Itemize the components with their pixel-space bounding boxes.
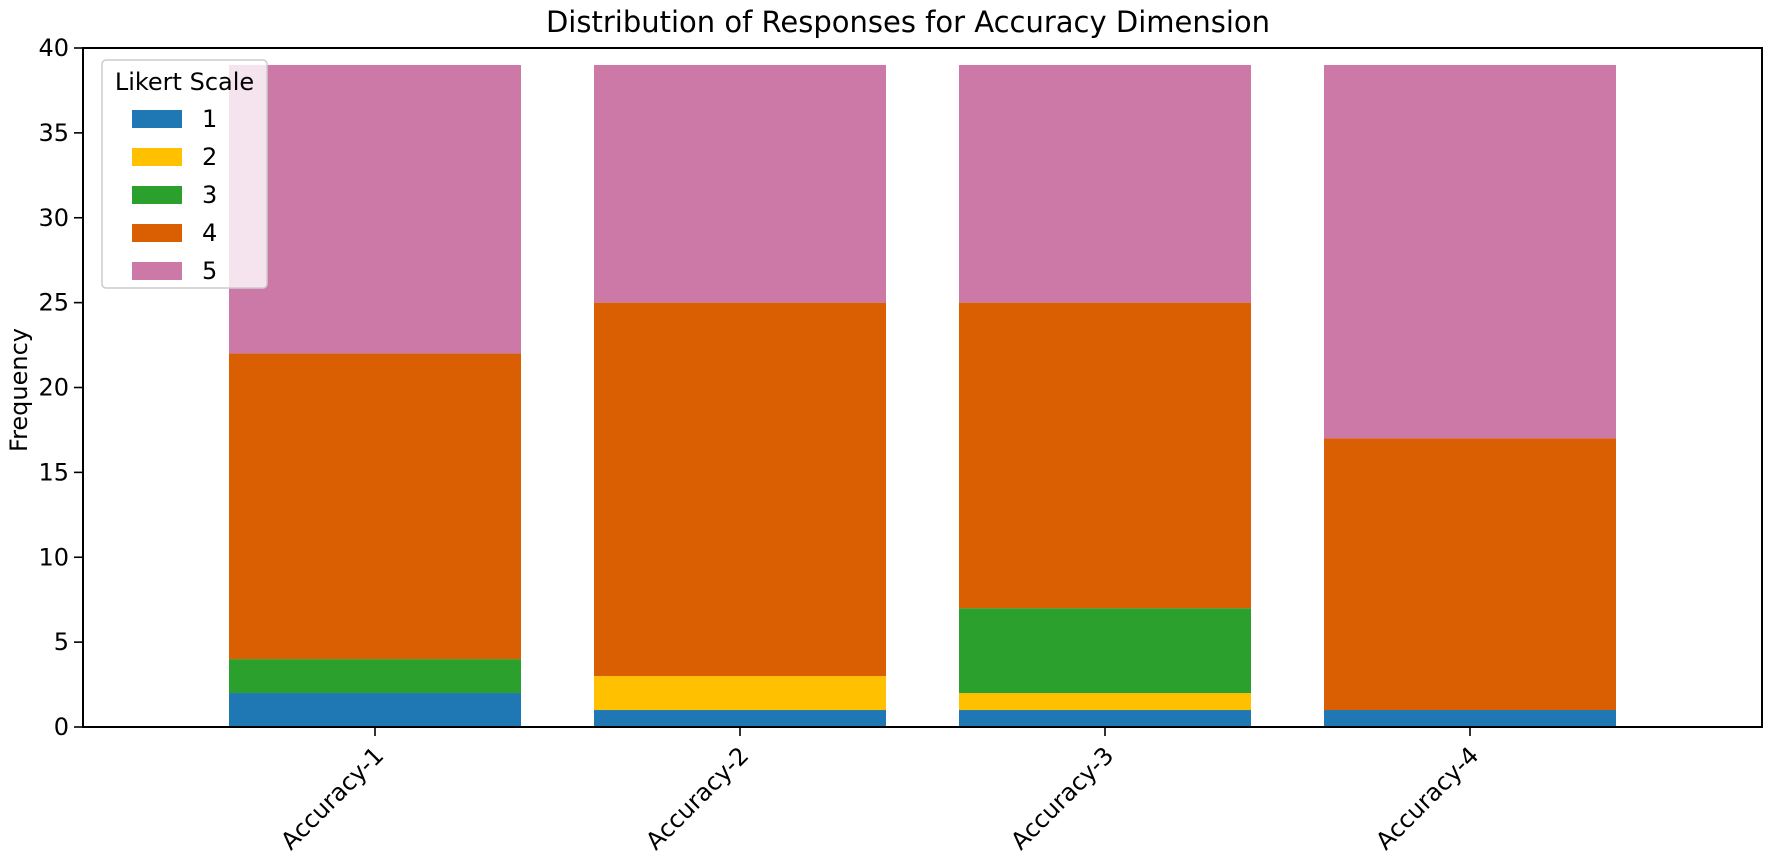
x-tick-label: Accuracy-2	[640, 741, 754, 855]
y-tick-label: 30	[38, 204, 69, 232]
bar-segment-accuracy-3-likert-3	[959, 608, 1251, 694]
legend-swatch-5	[132, 262, 182, 280]
legend-swatch-4	[132, 224, 182, 242]
bars-layer	[229, 64, 1616, 727]
legend-label-5: 5	[202, 257, 217, 285]
bar-segment-accuracy-1-likert-1	[229, 693, 521, 727]
legend-swatch-1	[132, 110, 182, 128]
bar-segment-accuracy-3-likert-1	[959, 710, 1251, 727]
bar-segment-accuracy-4-likert-1	[1324, 710, 1616, 727]
chart-title: Distribution of Responses for Accuracy D…	[546, 5, 1270, 39]
bar-segment-accuracy-1-likert-3	[229, 659, 521, 694]
bar-segment-accuracy-2-likert-4	[594, 302, 886, 677]
legend-title: Likert Scale	[115, 68, 254, 96]
y-tick-label: 10	[38, 543, 69, 571]
legend-label-4: 4	[202, 219, 217, 247]
legend-label-3: 3	[202, 181, 217, 209]
x-tick-label: Accuracy-1	[275, 741, 389, 855]
bar-segment-accuracy-2-likert-2	[594, 676, 886, 711]
y-axis-ticks: 0 5 10 15 20 25 30 35 40	[38, 34, 83, 741]
bar-segment-accuracy-3-likert-2	[959, 693, 1251, 711]
bar-segment-accuracy-3-likert-4	[959, 302, 1251, 609]
y-tick-label: 0	[54, 713, 69, 741]
bar-segment-accuracy-1-likert-5	[229, 64, 521, 354]
y-tick-label: 5	[54, 628, 69, 656]
legend-swatch-3	[132, 186, 182, 204]
legend: Likert Scale 1 2 3 4 5	[101, 59, 268, 289]
y-tick-label: 20	[38, 374, 69, 402]
x-axis-ticks: Accuracy-1 Accuracy-2 Accuracy-3 Accuracy-4	[275, 727, 1484, 855]
bar-segment-accuracy-3-likert-5	[959, 64, 1251, 303]
legend-label-2: 2	[202, 143, 217, 171]
bar-segment-accuracy-4-likert-5	[1324, 64, 1616, 439]
bar-segment-accuracy-2-likert-5	[594, 64, 886, 303]
bar-segment-accuracy-4-likert-4	[1324, 438, 1616, 711]
legend-label-1: 1	[202, 105, 217, 133]
y-tick-label: 40	[38, 34, 69, 62]
y-axis-label: Frequency	[5, 328, 33, 452]
y-tick-label: 25	[38, 289, 69, 317]
y-tick-label: 35	[38, 119, 69, 147]
x-tick-label: Accuracy-3	[1005, 741, 1119, 855]
bar-segment-accuracy-1-likert-4	[229, 353, 521, 660]
bar-segment-accuracy-2-likert-1	[594, 710, 886, 727]
y-tick-label: 15	[38, 458, 69, 486]
x-tick-label: Accuracy-4	[1370, 741, 1484, 855]
legend-swatch-2	[132, 148, 182, 166]
